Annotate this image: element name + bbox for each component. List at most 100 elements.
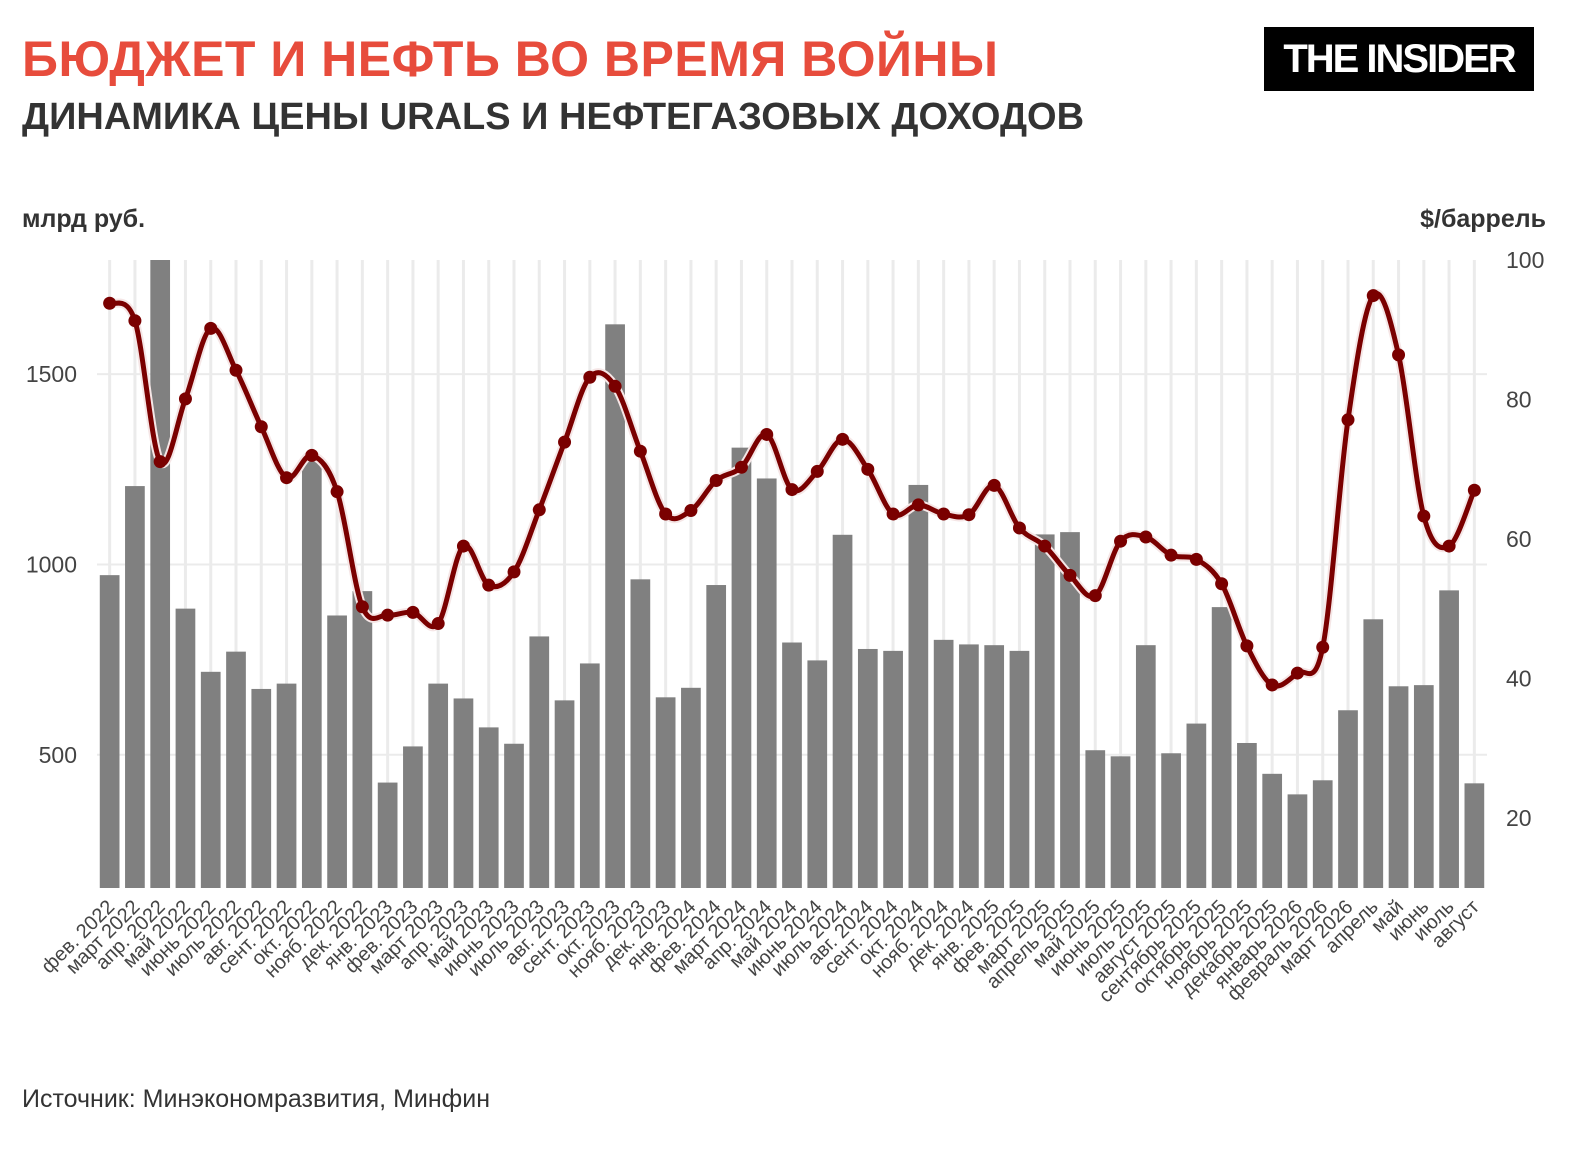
bar — [403, 746, 423, 888]
line-point — [886, 507, 900, 521]
line-point — [381, 608, 395, 622]
line-point — [987, 478, 1001, 492]
line-point — [128, 314, 142, 328]
line-point — [1442, 539, 1456, 553]
left-axis-label: млрд руб. — [22, 205, 145, 233]
line-point — [1164, 548, 1178, 562]
bar — [883, 650, 903, 888]
bar — [1211, 607, 1232, 888]
line-point — [1139, 530, 1153, 544]
line-point — [608, 379, 622, 393]
line-point — [1063, 568, 1077, 582]
bar — [554, 700, 575, 888]
bar — [605, 324, 625, 889]
bar — [832, 534, 853, 888]
line-point — [583, 370, 597, 384]
line-point — [153, 455, 167, 469]
line-point — [1265, 678, 1279, 692]
bar — [99, 575, 120, 888]
bar — [453, 698, 474, 888]
bar — [1439, 590, 1459, 888]
bar — [933, 639, 954, 888]
line-point — [355, 600, 369, 614]
bar — [1085, 750, 1106, 888]
bar — [276, 683, 297, 888]
line-point — [760, 427, 774, 441]
bar — [655, 697, 676, 888]
line-point — [1366, 289, 1380, 303]
bar — [908, 484, 929, 888]
bar — [681, 687, 701, 888]
right-tick-label: 80 — [1506, 387, 1532, 413]
line-point — [911, 498, 925, 512]
bar — [756, 478, 777, 888]
bar — [782, 642, 802, 888]
bar — [175, 608, 196, 888]
line-point — [1088, 589, 1102, 603]
line-point — [456, 539, 470, 553]
bar — [301, 457, 322, 888]
bar — [579, 663, 600, 888]
line-point — [810, 464, 824, 478]
line-point — [684, 504, 698, 518]
bar — [200, 671, 221, 888]
bar — [1338, 710, 1358, 888]
bar — [327, 615, 347, 888]
bar — [1413, 685, 1434, 888]
line-point — [1038, 539, 1052, 553]
bar — [1135, 645, 1156, 888]
chart-subtitle: ДИНАМИКА ЦЕНЫ URALS И НЕФТЕГАЗОВЫХ ДОХОД… — [22, 96, 1085, 138]
bar — [428, 683, 449, 888]
line-point — [280, 471, 294, 485]
line-point — [305, 448, 319, 462]
line-point — [406, 605, 420, 619]
bar — [1009, 650, 1030, 888]
bar — [529, 636, 550, 888]
bar — [630, 579, 651, 888]
right-tick-label: 20 — [1506, 805, 1532, 831]
chart-title: БЮДЖЕТ И НЕФТЬ ВО ВРЕМЯ ВОЙНЫ — [22, 31, 999, 87]
line-point — [1189, 552, 1203, 566]
bars-layer — [99, 260, 1485, 889]
right-tick-label: 60 — [1506, 526, 1532, 552]
line-point — [709, 473, 723, 487]
bar — [251, 688, 272, 888]
left-tick-label: 500 — [39, 742, 77, 768]
bar — [125, 486, 145, 888]
line-point — [785, 483, 799, 497]
points-layer — [103, 289, 1481, 692]
line-point — [431, 617, 445, 631]
bar — [352, 591, 373, 888]
bar — [731, 447, 752, 888]
line-point — [204, 321, 218, 335]
bar — [1034, 534, 1055, 888]
line-point — [482, 578, 496, 592]
line-point — [1341, 413, 1355, 427]
right-tick-label: 40 — [1506, 666, 1532, 692]
line-point — [937, 507, 951, 521]
line-point — [1240, 639, 1254, 653]
line-point — [254, 420, 268, 434]
bar — [1388, 686, 1409, 888]
bar — [1262, 773, 1283, 888]
bar — [1312, 780, 1333, 888]
bar — [706, 585, 727, 888]
line-point — [1215, 577, 1229, 591]
line-point — [178, 392, 192, 406]
source-note: Источник: Минэкономразвития, Минфин — [22, 1085, 491, 1113]
line-point — [734, 460, 748, 474]
right-axis-ticks: 20 40 60 80 100 — [1506, 247, 1544, 831]
right-axis-label: $/баррель — [1420, 205, 1546, 233]
bar — [1110, 756, 1131, 888]
line-point — [1012, 521, 1026, 535]
line-point — [962, 508, 976, 522]
bar — [478, 727, 499, 888]
line-point — [1417, 509, 1431, 523]
line-point — [1290, 666, 1304, 680]
line-point — [330, 485, 344, 499]
line-point — [103, 296, 117, 310]
bar — [377, 782, 398, 888]
bar — [1237, 742, 1257, 888]
